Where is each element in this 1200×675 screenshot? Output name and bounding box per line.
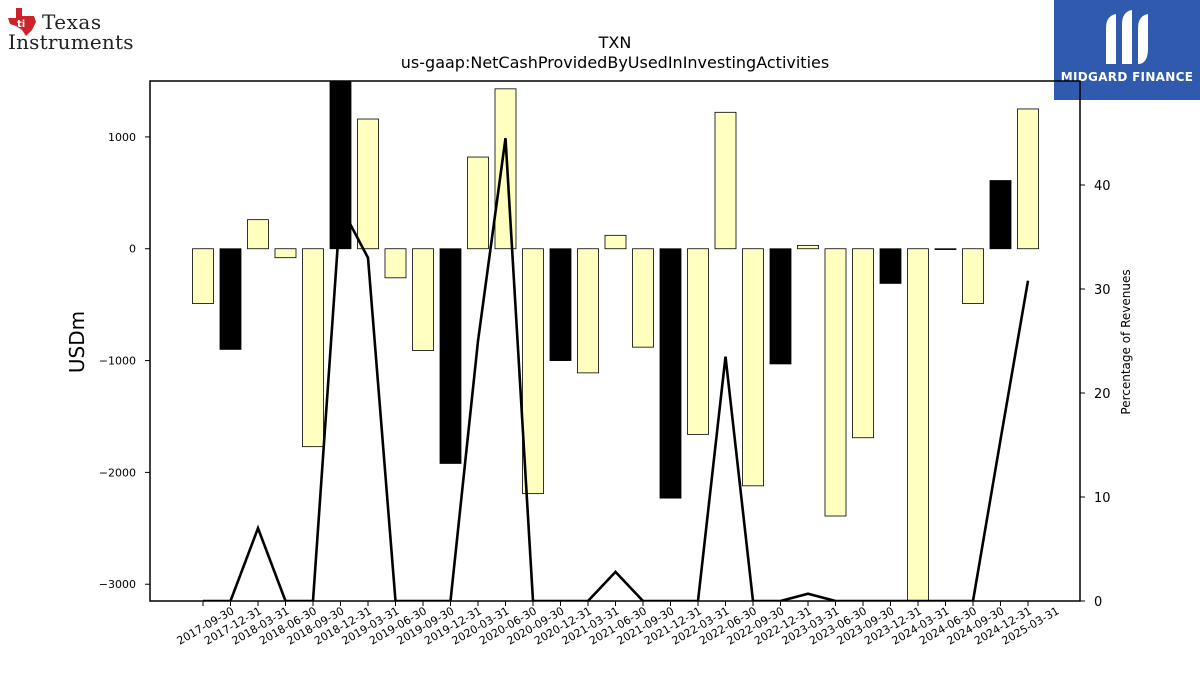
y-tick-label--1000: −1000: [99, 355, 136, 368]
bar-2020-09-30: [522, 248, 544, 495]
bar-2021-06-30: [604, 234, 627, 250]
texas-state-icon: ti: [8, 8, 36, 36]
bar-2023-12-31: [879, 248, 902, 284]
logo-text-line2: Instruments: [8, 30, 134, 54]
bar-2022-09-30: [742, 248, 764, 487]
chart-subtitle: us-gaap:NetCashProvidedByUsedInInvesting…: [401, 53, 829, 72]
bar-2021-09-30: [632, 248, 654, 348]
bar-2022-12-31: [769, 248, 792, 365]
texas-instruments-logo: ti Texas Instruments: [8, 8, 138, 54]
logo-text-line1: Texas: [42, 10, 102, 34]
y-tick-label--3000: −3000: [99, 578, 136, 591]
bar-2024-03-31: [907, 248, 929, 601]
bar-2019-12-31: [439, 248, 462, 464]
y-tick-label-0: 0: [129, 243, 136, 256]
bar-2024-06-30: [934, 248, 957, 250]
bar-2023-09-30: [852, 248, 874, 439]
y-tick-label-1000: 1000: [108, 131, 136, 144]
bar-2019-09-30: [412, 248, 434, 351]
bar-2018-06-30: [274, 248, 297, 259]
bar-2025-03-31: [1017, 108, 1039, 250]
bar-2022-06-30: [714, 111, 737, 250]
y2-axis-label: Percentage of Revenues: [1119, 269, 1133, 414]
y2-tick-label-30: 30: [1094, 283, 1111, 298]
bar-2023-06-30: [824, 248, 847, 517]
bar-2019-03-31: [357, 118, 379, 250]
bar-2018-03-31: [247, 219, 269, 250]
bar-2017-09-30: [192, 248, 214, 304]
y2-tick-label-0: 0: [1094, 595, 1102, 610]
bar-2024-12-31: [989, 180, 1012, 250]
bar-group: [192, 81, 1039, 601]
y2-tick-label-10: 10: [1094, 491, 1111, 506]
bar-2020-06-30: [494, 88, 517, 250]
y-tick-label--2000: −2000: [99, 466, 136, 479]
midgard-finance-logo: MIDGARD FINANCE: [1054, 0, 1200, 100]
y-axis-label: USDm: [65, 311, 89, 373]
bar-2024-09-30: [962, 248, 984, 304]
plot-frame: [149, 80, 1081, 602]
y2-tick-label-20: 20: [1094, 387, 1111, 402]
svg-text:ti: ti: [17, 19, 25, 30]
chart-title: TXN: [598, 33, 632, 52]
bar-2020-12-31: [549, 248, 572, 361]
bar-2021-12-31: [659, 248, 682, 499]
bar-2021-03-31: [577, 248, 599, 374]
line-group: [203, 138, 1030, 601]
y2-tick-label-40: 40: [1094, 179, 1111, 194]
bar-2020-03-31: [467, 156, 489, 250]
bar-2017-12-31: [219, 248, 242, 350]
bar-2022-03-31: [687, 248, 709, 435]
bar-2019-06-30: [384, 248, 407, 279]
axes-group: −3000−2000−1000010000102030402017-09-302…: [99, 80, 1111, 648]
bar-2018-12-31: [329, 81, 352, 250]
midgard-mark-icon: [1106, 10, 1148, 64]
midgard-finance-text: MIDGARD FINANCE: [1060, 70, 1194, 84]
bar-2023-03-31: [797, 244, 819, 250]
percentage-line: [203, 138, 1030, 601]
bar-2018-09-30: [302, 248, 324, 448]
